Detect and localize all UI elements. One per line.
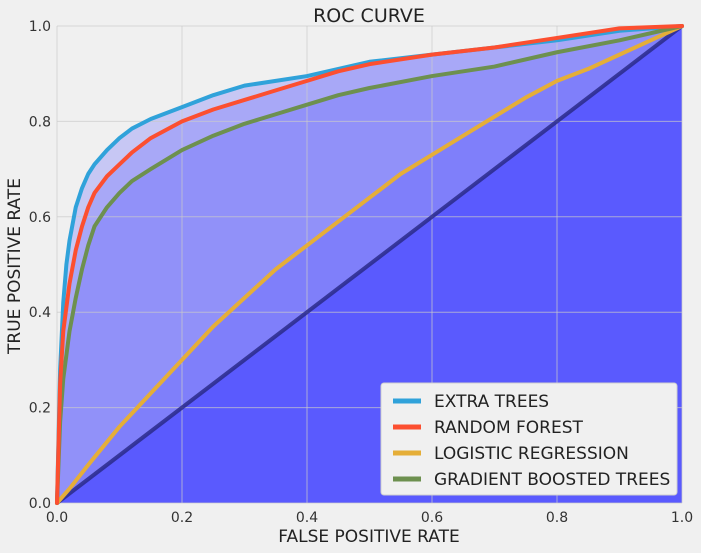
x-tick-label: 0.0 [46,510,68,526]
x-tick-label: 0.6 [421,510,443,526]
y-tick-label: 1.0 [29,19,51,35]
diagonal-line [55,24,684,505]
x-tick-label: 0.8 [546,510,568,526]
legend-label: EXTRA TREES [434,392,549,412]
y-tick-label: 0.8 [29,114,51,130]
legend-label: RANDOM FOREST [434,418,584,438]
legend: EXTRA TREES RANDOM FOREST LOGISTIC REGRESS… [380,382,678,496]
diagonal-layer [55,24,684,505]
legend-items: EXTRA TREES RANDOM FOREST LOGISTIC REGRESS… [393,392,670,490]
series-line-gradient-boosted-trees [55,24,684,505]
y-axis-label: TRUE POSITIVE RATE [5,178,25,355]
y-tick-label: 0.4 [29,305,51,321]
y-tick-label: 0.0 [29,496,51,512]
series-line-random-forest [55,24,684,505]
x-tick-label: 0.2 [171,510,193,526]
series-line-logistic-regression [55,24,684,505]
chart-title: ROC CURVE [313,5,425,27]
legend-label: LOGISTIC REGRESSION [434,444,629,464]
legend-label: GRADIENT BOOSTED TREES [434,470,670,490]
x-tick-label: 0.4 [296,510,318,526]
y-tick-label: 0.2 [29,401,51,417]
ticks-layer: 0.0 0.2 0.4 0.6 0.8 1.0 0.0 0.2 0.4 0.6 0.8 1.0 [29,19,693,526]
legend-box [380,382,678,496]
series-layer [55,24,684,505]
x-tick-label: 1.0 [671,510,693,526]
y-tick-label: 0.6 [29,210,51,226]
x-axis-label: FALSE POSITIVE RATE [278,527,459,547]
